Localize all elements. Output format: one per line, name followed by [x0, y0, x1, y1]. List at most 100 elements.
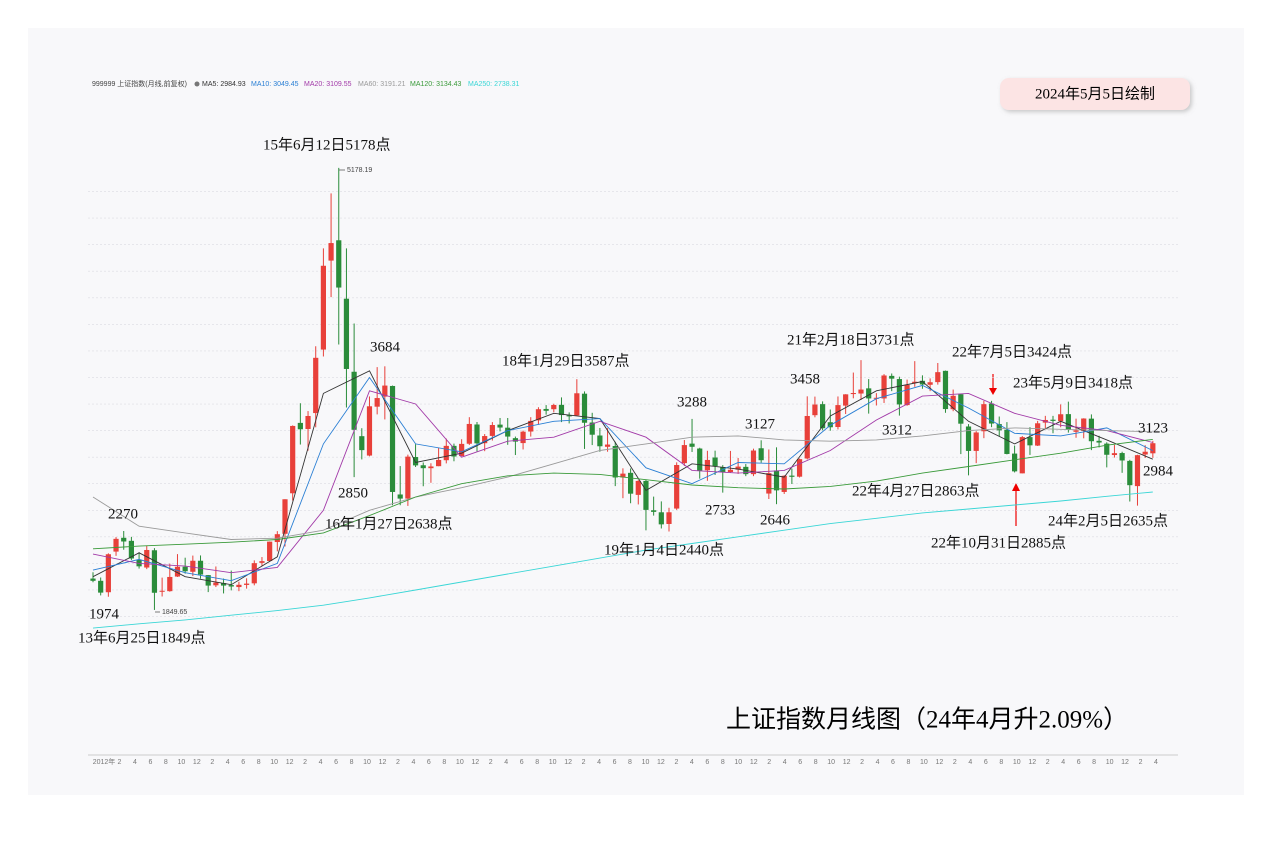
candle-body [843, 394, 849, 406]
candle-body [850, 393, 856, 395]
candle-body [259, 561, 265, 563]
annotation: 24年2月5日2635点 [1048, 512, 1168, 529]
legend-value: 3109.55 [326, 81, 351, 88]
candle-body [643, 480, 649, 510]
candle-body [267, 541, 273, 562]
candle-body [566, 415, 572, 417]
candle-body [489, 425, 495, 436]
x-tick-label: 6 [984, 759, 988, 766]
candle-body [244, 583, 250, 585]
candle-body [251, 563, 257, 584]
annotation: 21年2月18日3731点 [787, 331, 915, 348]
candle-body [981, 404, 987, 432]
candle-body [1150, 443, 1156, 454]
candle-body [128, 540, 134, 559]
candle-body [651, 510, 657, 512]
annotation: 15年6月12日5178点 [263, 136, 391, 153]
legend-value: 3191.21 [380, 81, 405, 88]
panel [28, 28, 1244, 795]
ma-line [92, 370, 1153, 586]
candle-body [789, 475, 795, 477]
candle-body [942, 370, 949, 410]
x-tick-label: 2 [1139, 759, 1143, 766]
candle-body [681, 445, 687, 464]
candle-body [558, 404, 565, 416]
candle-body [90, 578, 96, 581]
x-tick-label: 4 [504, 759, 508, 766]
candle-body [927, 382, 933, 385]
candle-body [674, 464, 680, 509]
price-label: 2984 [1143, 463, 1174, 479]
price-label: 3684 [370, 339, 401, 355]
x-tick-label: 6 [613, 759, 617, 766]
candle-body [812, 404, 818, 416]
candle-body [197, 560, 204, 575]
x-tick-label: 12 [657, 759, 665, 766]
extreme-label: 5178.19 [347, 167, 372, 174]
candle-body [1127, 460, 1133, 486]
extreme-label: 1849.65 [162, 609, 187, 616]
candle-body [213, 582, 219, 586]
candle-body [351, 371, 357, 430]
x-tick-label: 4 [876, 759, 880, 766]
x-tick-label: 12 [750, 759, 758, 766]
candle-body [1019, 437, 1025, 474]
candle-body [174, 566, 181, 577]
x-tick-label: 4 [411, 759, 415, 766]
x-tick-label: 10 [1106, 759, 1114, 766]
x-tick-label: 12 [564, 759, 572, 766]
candle-body [1119, 453, 1125, 461]
ma-line [92, 438, 1153, 550]
candle-body [735, 466, 741, 470]
candle-body [881, 375, 887, 399]
candle-body [98, 580, 104, 593]
x-tick-label: 2 [396, 759, 400, 766]
candle-body [543, 408, 549, 411]
legend-name: MA60: [358, 81, 378, 88]
ma-line [92, 390, 1153, 574]
annotation: 23年5月9日3418点 [1013, 374, 1133, 391]
candle-body [658, 512, 664, 525]
legend-value: 2738.31 [494, 81, 519, 88]
x-tick-label: 8 [907, 759, 911, 766]
candle-body [1096, 440, 1102, 443]
x-tick-label: 6 [427, 759, 431, 766]
candle-body [190, 560, 196, 572]
x-tick-label: 12 [1028, 759, 1036, 766]
price-label: 3123 [1138, 420, 1168, 436]
annotation: 19年1月4日2440点 [604, 541, 724, 558]
candle-body [804, 415, 810, 459]
x-tick-label: 8 [350, 759, 354, 766]
legend-entry: MA60: 3191.21 [358, 81, 406, 88]
candle-body [628, 472, 634, 494]
price-label: 1974 [89, 606, 120, 622]
annotation: 18年1月29日3587点 [502, 352, 630, 369]
candle-body [389, 385, 396, 492]
ma-line [92, 491, 1153, 629]
annotation: 13年6月25日1849点 [78, 629, 206, 646]
x-tick-label: 2 [489, 759, 493, 766]
price-label: 3127 [745, 416, 776, 432]
candle-body [412, 457, 419, 466]
x-tick-label: 12 [843, 759, 851, 766]
legend-entry: MA10: 3049.45 [251, 81, 299, 88]
candle-body [343, 298, 350, 369]
x-tick-label: 8 [1092, 759, 1096, 766]
x-tick-label: 6 [891, 759, 895, 766]
candle-body [781, 475, 787, 492]
stamp: 2024年5月5日绘制 [1035, 85, 1155, 102]
price-label: 2733 [705, 502, 735, 518]
legend-entry: MA5: 2984.93 [202, 81, 246, 88]
candle-body [466, 423, 472, 444]
candle-body [451, 445, 457, 457]
x-tick-label: 4 [783, 759, 787, 766]
x-tick-label: 10 [549, 759, 557, 766]
x-tick-label: 12 [936, 759, 944, 766]
candle-body [1081, 418, 1087, 431]
x-tick-label: 2 [582, 759, 586, 766]
annotation: 22年4月27日2863点 [852, 482, 980, 499]
legend-name: MA120: [410, 81, 434, 88]
candle-body [228, 585, 234, 587]
x-tick-label: 10 [456, 759, 464, 766]
